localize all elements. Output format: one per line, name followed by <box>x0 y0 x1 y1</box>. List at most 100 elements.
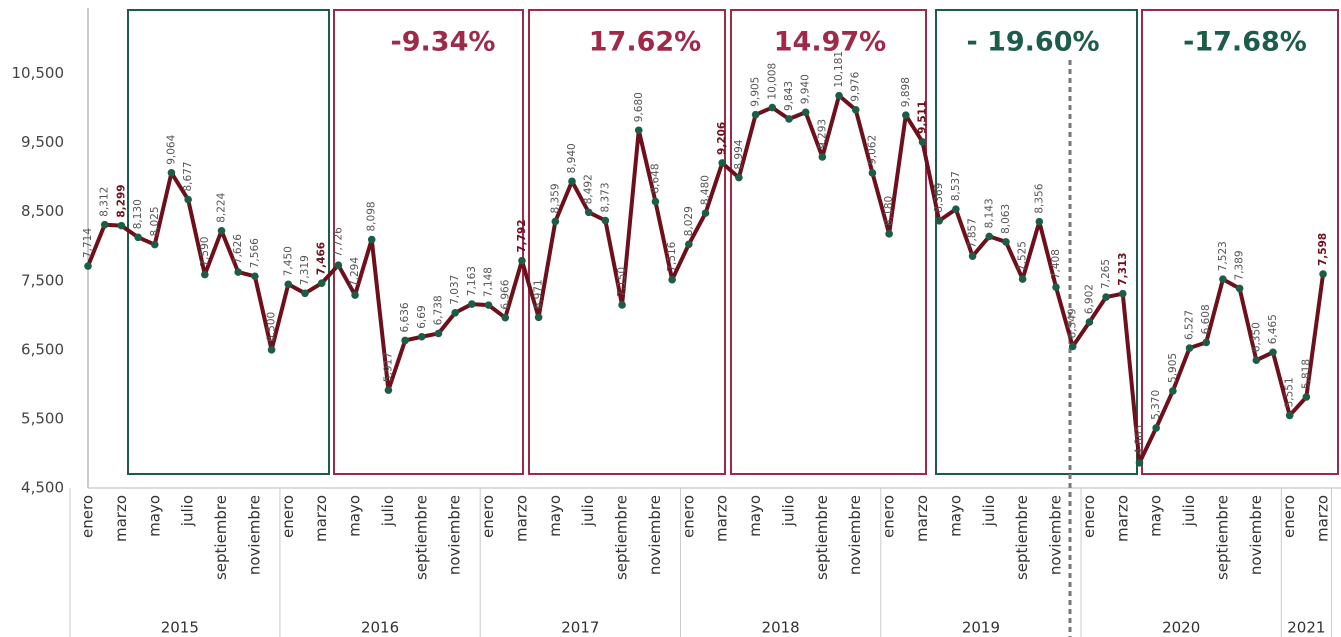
x-tick-label: julio <box>779 495 797 527</box>
x-tick-label: julio <box>980 495 998 527</box>
data-point <box>284 280 293 289</box>
x-tick-label: julio <box>179 495 197 527</box>
data-label: 4,865 <box>1133 425 1145 455</box>
data-label: 8,994 <box>733 139 745 169</box>
data-point <box>1169 387 1177 395</box>
data-point <box>768 103 777 112</box>
x-tick-label: marzo <box>112 495 130 542</box>
data-point <box>234 268 243 276</box>
data-label: 9,976 <box>850 71 862 101</box>
x-tick-label: enero <box>1080 495 1098 538</box>
data-label: 6,465 <box>1267 314 1279 344</box>
x-tick-label: septiembre <box>1013 495 1031 580</box>
data-point <box>217 227 226 235</box>
data-label: 5,818 <box>1300 359 1312 389</box>
data-point <box>651 197 660 206</box>
period-change: 17.62% <box>589 27 701 58</box>
data-label: 7,037 <box>449 275 461 305</box>
x-tick-label: mayo <box>1147 495 1165 537</box>
data-label: 7,313 <box>1117 253 1129 286</box>
x-tick-label: julio <box>379 495 397 527</box>
year-label: 2019 <box>962 619 1000 637</box>
data-label: 9,843 <box>783 81 795 111</box>
period-box <box>935 9 1138 475</box>
x-tick-label: septiembre <box>813 495 831 580</box>
data-label: 6,902 <box>1083 284 1095 314</box>
data-label: 9,511 <box>917 101 929 134</box>
data-point <box>1319 270 1327 278</box>
data-point <box>1102 293 1110 301</box>
data-point <box>451 308 459 317</box>
x-tick-label: julio <box>579 495 597 527</box>
y-tick-label: 4,500 <box>21 479 64 497</box>
data-label: 7,408 <box>1050 249 1062 279</box>
data-label: 7,150 <box>616 267 628 297</box>
data-label: 5,370 <box>1150 390 1162 420</box>
x-tick-label: marzo <box>312 495 330 542</box>
data-point <box>935 216 943 225</box>
data-label: 8,677 <box>182 161 194 191</box>
data-point <box>785 115 793 123</box>
data-point <box>685 240 693 249</box>
data-label: 9,905 <box>750 77 762 107</box>
data-point <box>418 332 426 341</box>
data-label: 7,523 <box>1217 241 1229 271</box>
data-label: 7,590 <box>199 237 211 267</box>
data-point <box>150 240 159 249</box>
x-tick-label: noviembre <box>446 495 464 575</box>
data-point <box>918 138 927 146</box>
data-point <box>1185 344 1194 352</box>
data-point <box>501 313 510 322</box>
data-point <box>584 208 593 217</box>
data-label: 9,898 <box>900 77 912 107</box>
data-label: 7,714 <box>82 228 94 258</box>
x-tick-label: septiembre <box>613 495 631 580</box>
data-point <box>100 220 109 229</box>
data-label: 8,299 <box>115 184 127 217</box>
data-point <box>1002 238 1010 246</box>
period-box <box>333 9 524 475</box>
data-point <box>868 169 877 177</box>
data-label: 7,389 <box>1234 250 1246 280</box>
data-label: 7,319 <box>299 255 311 285</box>
x-tick-label: noviembre <box>846 495 864 575</box>
period-change: 14.97% <box>774 27 886 58</box>
data-label: 9,940 <box>800 74 812 104</box>
data-label: 8,029 <box>683 206 695 236</box>
data-label: 7,148 <box>483 267 495 297</box>
data-label: 8,940 <box>566 143 578 173</box>
x-tick-label: noviembre <box>1247 495 1265 575</box>
x-tick-label: enero <box>679 495 697 538</box>
period-change: -9.34% <box>391 27 496 58</box>
year-label: 2020 <box>1162 619 1200 637</box>
data-point <box>167 168 176 177</box>
data-label: 8,025 <box>149 206 161 236</box>
data-label: 8,359 <box>549 183 561 213</box>
data-label: 7,792 <box>516 219 528 252</box>
data-label: 6,971 <box>533 279 545 309</box>
data-point <box>1202 338 1211 347</box>
data-point <box>968 252 977 260</box>
data-point <box>251 272 259 281</box>
data-label: 7,566 <box>249 238 261 268</box>
data-point <box>301 289 309 298</box>
data-label: 6,500 <box>266 312 278 342</box>
x-tick-label: marzo <box>1113 495 1131 542</box>
period-box <box>528 9 726 475</box>
data-point <box>317 279 326 287</box>
data-point <box>468 300 476 308</box>
x-tick-label: julio <box>1180 495 1198 527</box>
data-label: 8,373 <box>599 182 611 212</box>
data-point <box>618 301 626 309</box>
x-tick-label: noviembre <box>646 495 664 575</box>
data-label: 8,098 <box>366 201 378 231</box>
data-point <box>801 108 810 117</box>
data-point <box>1152 424 1160 432</box>
data-label: 5,905 <box>1167 353 1179 383</box>
data-label: 7,525 <box>1017 241 1029 271</box>
period-change: - 19.60% <box>966 27 1099 58</box>
data-label: 8,224 <box>216 192 228 222</box>
data-label: 7,857 <box>967 218 979 248</box>
data-label: 6,527 <box>1184 310 1196 340</box>
data-label: 7,598 <box>1317 233 1329 266</box>
